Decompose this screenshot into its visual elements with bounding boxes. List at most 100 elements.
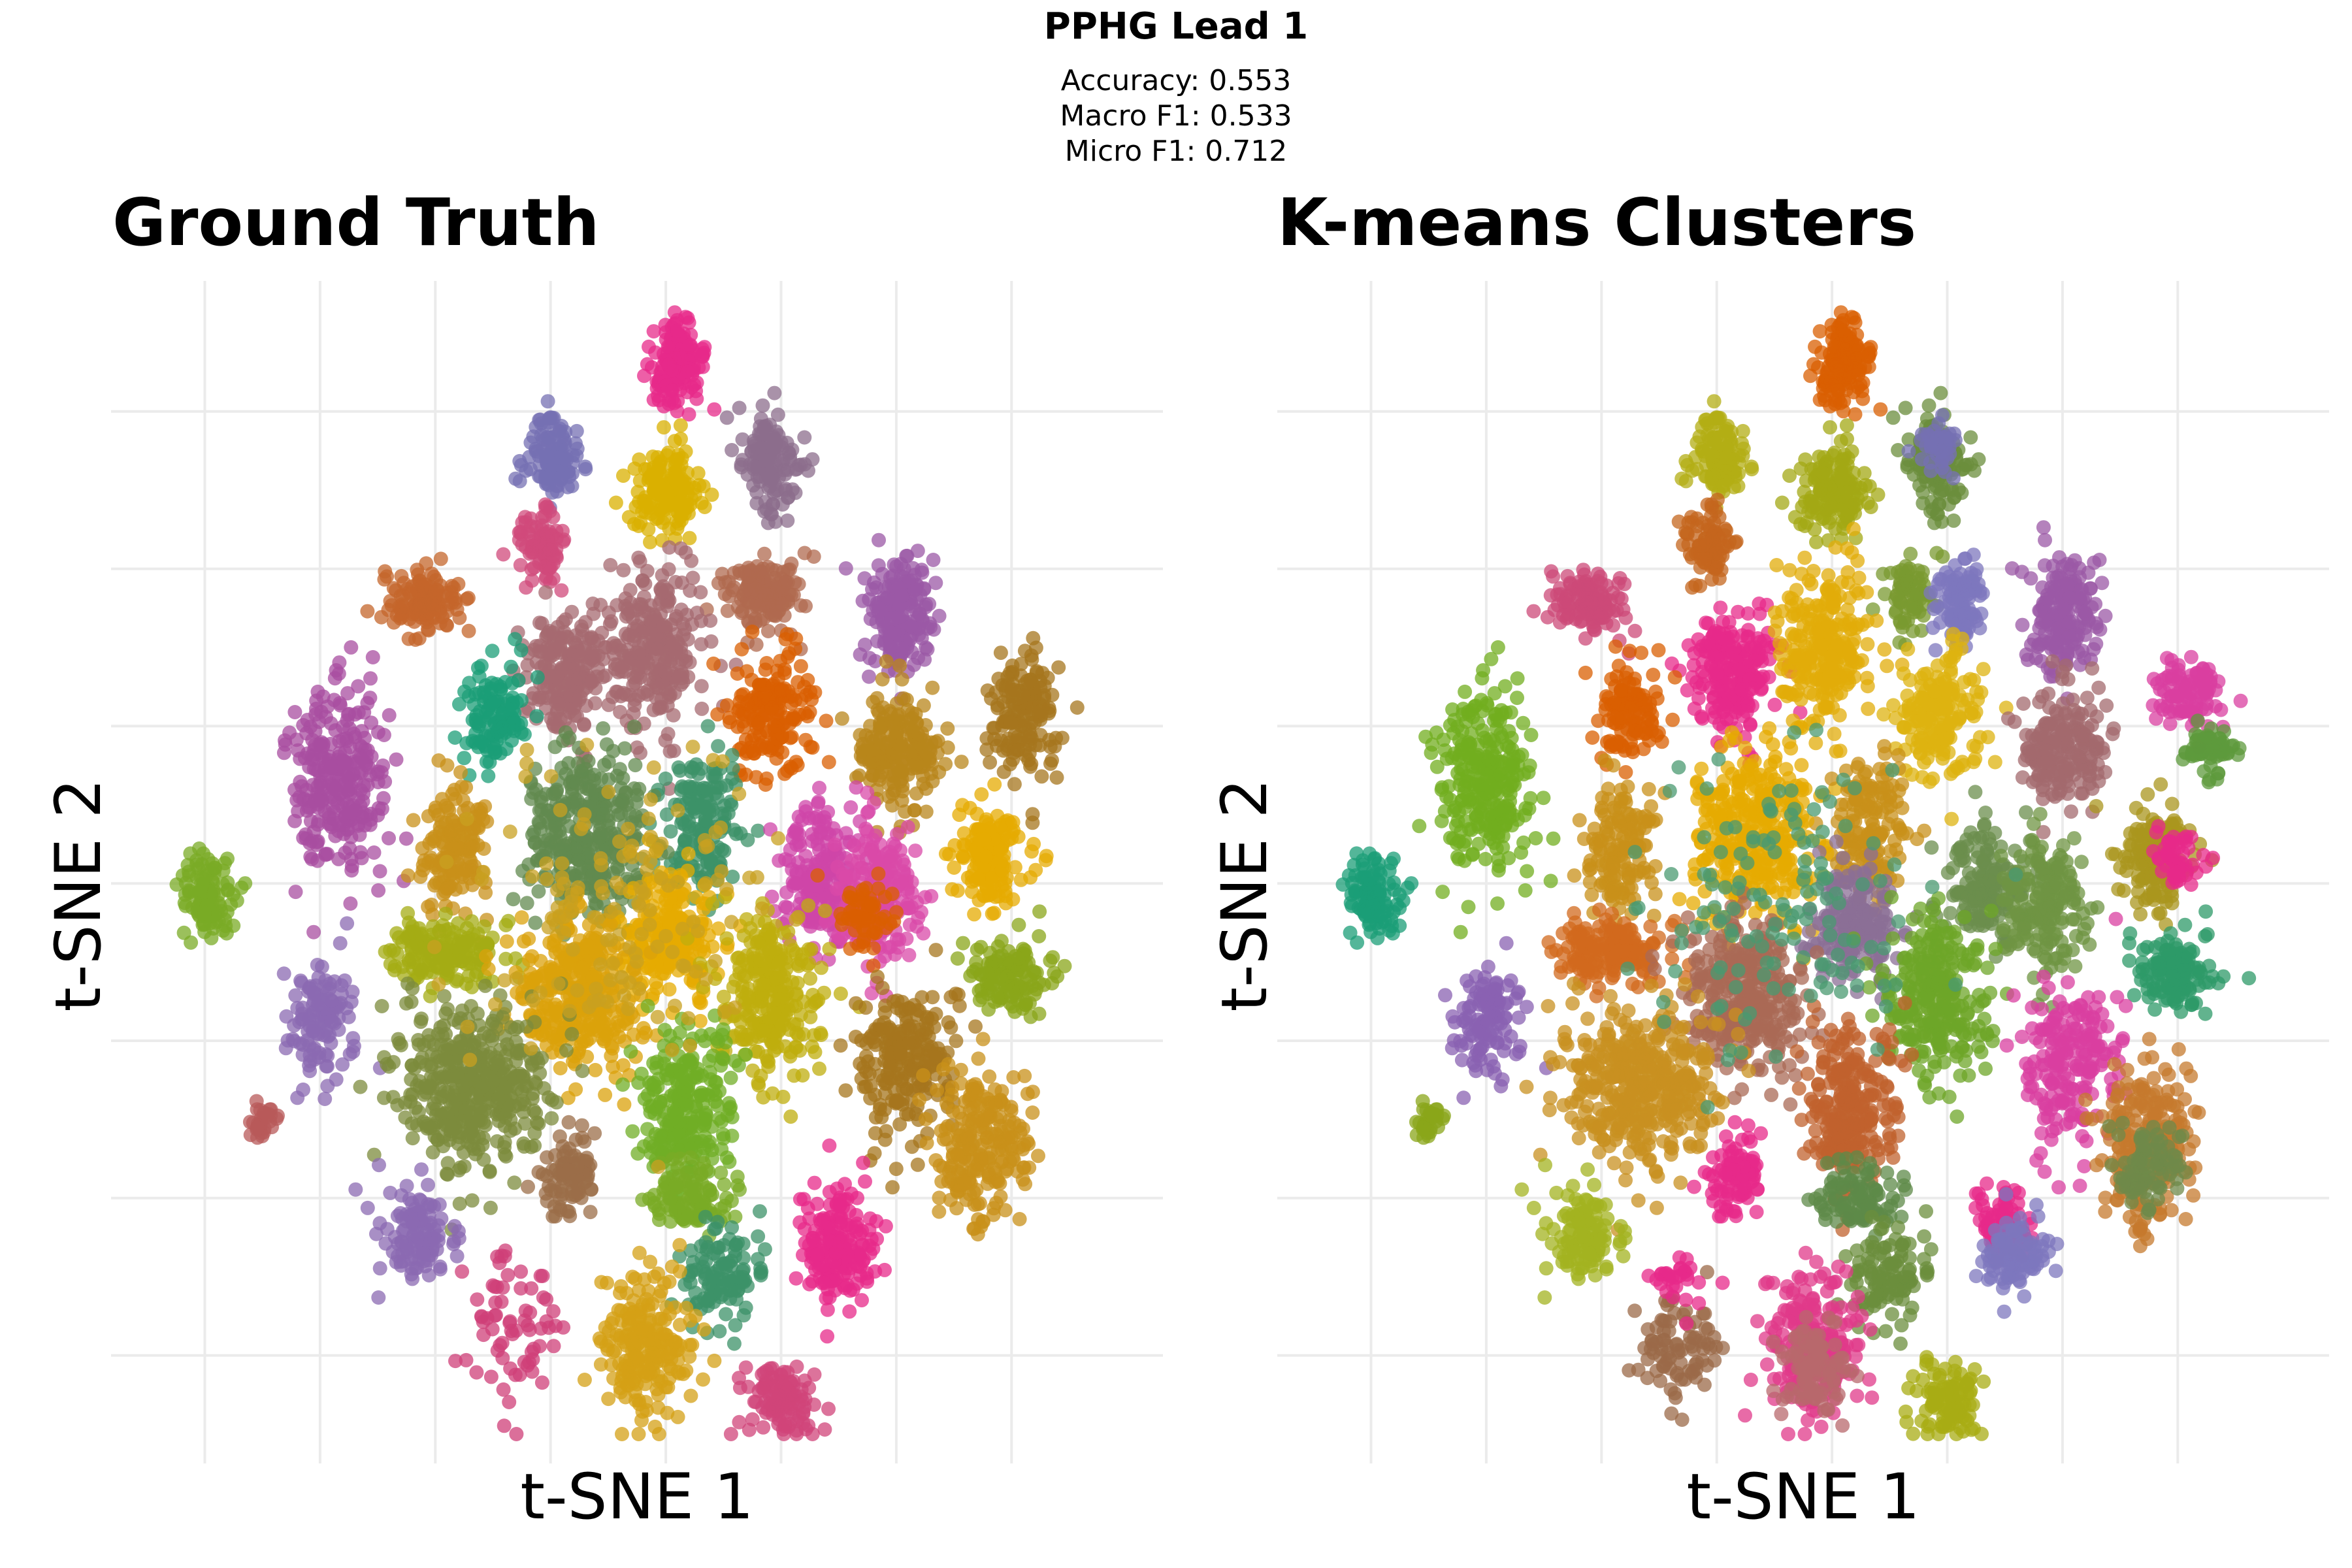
point bbox=[621, 510, 636, 525]
point bbox=[627, 670, 642, 685]
point bbox=[542, 935, 557, 950]
point bbox=[506, 714, 521, 729]
point bbox=[644, 360, 659, 375]
point bbox=[351, 679, 366, 694]
point bbox=[793, 598, 808, 613]
point bbox=[643, 534, 657, 549]
point bbox=[883, 625, 898, 640]
point bbox=[681, 846, 696, 861]
point bbox=[802, 704, 817, 719]
point bbox=[1032, 704, 1047, 719]
point bbox=[847, 923, 862, 938]
point bbox=[310, 834, 325, 849]
point bbox=[683, 760, 698, 775]
micro-f1-metric: Micro F1: 0.712 bbox=[1064, 135, 1288, 168]
point bbox=[764, 700, 779, 715]
point bbox=[400, 868, 416, 883]
point bbox=[480, 702, 495, 717]
point bbox=[993, 733, 1008, 747]
point bbox=[514, 910, 529, 925]
point bbox=[827, 837, 842, 852]
point bbox=[485, 644, 500, 659]
point bbox=[713, 780, 728, 795]
point bbox=[195, 857, 210, 872]
point bbox=[678, 545, 693, 560]
point bbox=[749, 770, 764, 785]
point bbox=[549, 670, 564, 685]
point bbox=[461, 591, 476, 606]
point bbox=[767, 608, 782, 623]
point bbox=[553, 1061, 568, 1075]
point bbox=[821, 755, 836, 770]
point bbox=[759, 771, 774, 786]
point bbox=[534, 802, 549, 817]
point bbox=[628, 758, 643, 773]
point bbox=[337, 755, 352, 770]
point bbox=[676, 887, 691, 902]
point bbox=[864, 898, 879, 913]
point bbox=[399, 831, 414, 846]
point bbox=[389, 608, 404, 623]
point bbox=[519, 896, 534, 911]
point bbox=[759, 656, 774, 670]
point bbox=[751, 823, 766, 838]
point bbox=[803, 971, 818, 986]
point bbox=[601, 754, 616, 769]
point bbox=[674, 575, 689, 590]
point bbox=[863, 843, 878, 858]
point bbox=[684, 380, 699, 395]
point bbox=[647, 482, 662, 497]
point bbox=[803, 684, 818, 699]
point bbox=[344, 863, 359, 878]
point bbox=[833, 987, 848, 1001]
point bbox=[525, 691, 540, 706]
point bbox=[682, 825, 697, 840]
point bbox=[608, 661, 623, 676]
point bbox=[819, 713, 834, 728]
point bbox=[894, 641, 909, 656]
point bbox=[1017, 710, 1032, 725]
point bbox=[508, 632, 523, 647]
point bbox=[743, 921, 758, 936]
point bbox=[1004, 715, 1019, 730]
point bbox=[616, 468, 630, 483]
point bbox=[472, 669, 487, 684]
point bbox=[745, 1063, 760, 1078]
point bbox=[588, 1062, 603, 1077]
point bbox=[646, 392, 661, 407]
point bbox=[722, 711, 737, 725]
point bbox=[489, 677, 504, 692]
point bbox=[998, 876, 1013, 891]
point bbox=[662, 540, 677, 555]
point bbox=[785, 710, 800, 724]
point bbox=[843, 885, 858, 900]
point bbox=[505, 702, 520, 717]
point bbox=[730, 666, 745, 681]
point bbox=[568, 1082, 583, 1097]
point bbox=[692, 478, 707, 493]
point bbox=[588, 783, 603, 798]
point bbox=[771, 732, 786, 747]
point bbox=[954, 755, 969, 770]
point bbox=[276, 745, 291, 760]
point bbox=[461, 623, 476, 638]
point bbox=[682, 531, 697, 546]
point bbox=[923, 616, 938, 631]
point bbox=[184, 935, 199, 950]
point bbox=[474, 735, 489, 749]
point bbox=[652, 596, 667, 612]
point bbox=[610, 685, 625, 699]
point bbox=[683, 338, 697, 353]
point bbox=[904, 619, 919, 634]
point bbox=[327, 671, 342, 686]
point bbox=[603, 558, 618, 572]
point bbox=[514, 643, 529, 658]
point bbox=[772, 992, 787, 1007]
point bbox=[856, 939, 871, 955]
point bbox=[631, 550, 646, 565]
point bbox=[515, 537, 530, 552]
point bbox=[433, 578, 448, 593]
point bbox=[774, 683, 789, 698]
point bbox=[700, 719, 715, 734]
point bbox=[734, 642, 749, 657]
